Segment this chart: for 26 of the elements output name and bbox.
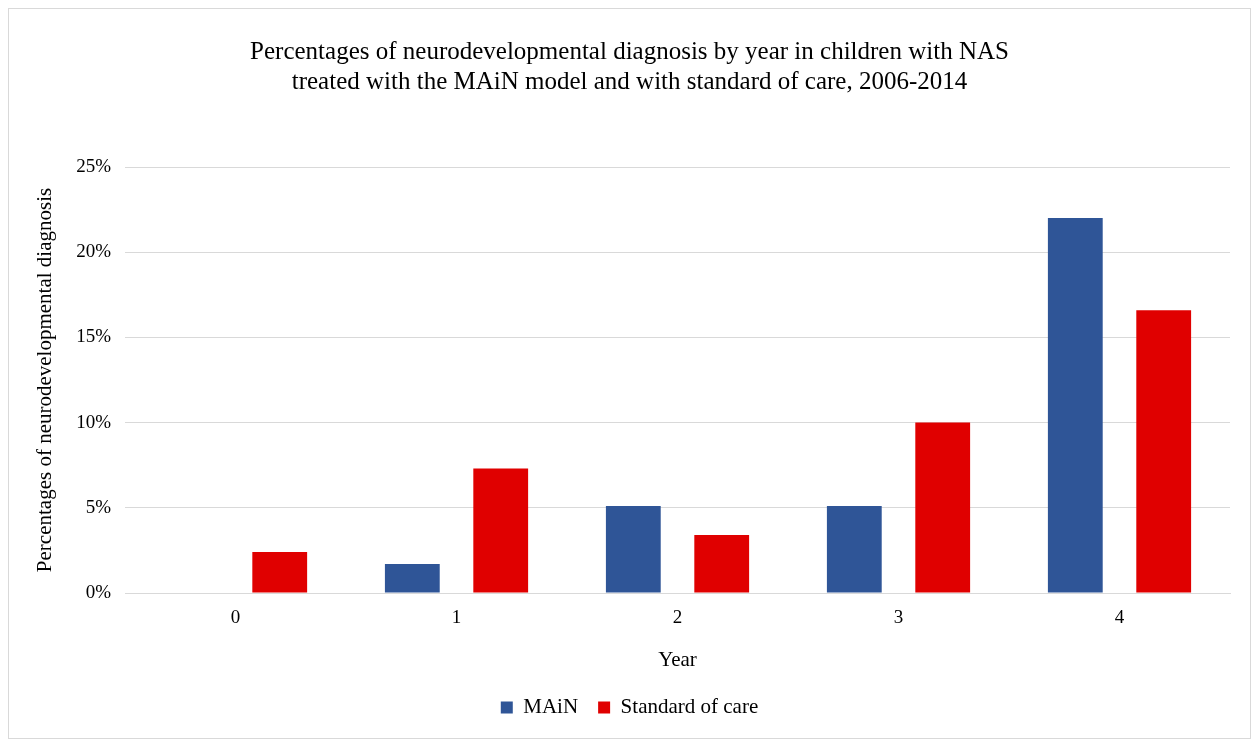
y-tick-label: 15% xyxy=(76,325,112,347)
text: Percentages of neurodevelopmental diagnosis by year in children with NAS xyxy=(250,36,1009,64)
bar xyxy=(1047,218,1103,593)
legend-label: Standard of care xyxy=(620,694,759,719)
text: treated with the MAiN model and with standard of care, 2006-2014 xyxy=(291,66,968,94)
bar xyxy=(826,506,882,593)
y-tick-label: 10% xyxy=(76,410,112,432)
y-tick-label: 5% xyxy=(85,495,112,517)
x-axis-title: Year xyxy=(658,646,697,671)
bar xyxy=(1136,310,1192,593)
x-tick-label: 4 xyxy=(1114,606,1125,628)
x-tick-label: 3 xyxy=(893,606,904,628)
bar xyxy=(252,552,308,593)
x-tick-label: 1 xyxy=(451,606,462,628)
legend-label: MAiN xyxy=(523,694,579,719)
bar xyxy=(915,422,971,593)
x-tick-label: 2 xyxy=(672,606,683,628)
bar xyxy=(605,506,661,593)
y-tick-label: 25% xyxy=(76,154,112,176)
y-tick-label: 20% xyxy=(76,240,112,262)
bar xyxy=(473,468,529,593)
bar xyxy=(694,535,750,593)
bar xyxy=(384,564,440,593)
x-tick-label: 0 xyxy=(230,606,241,628)
y-axis-title: Percentages of neurodevelopmental diagnosis xyxy=(32,187,57,573)
y-tick-label: 0% xyxy=(85,580,112,602)
